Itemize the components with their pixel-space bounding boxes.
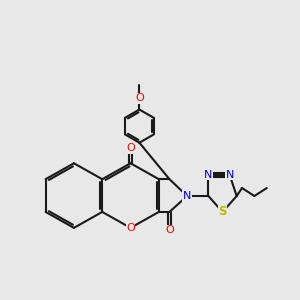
Text: N: N: [183, 191, 191, 201]
Text: O: O: [126, 223, 135, 233]
Text: N: N: [204, 170, 213, 180]
Text: S: S: [218, 206, 227, 218]
Text: N: N: [225, 170, 234, 180]
Text: O: O: [165, 226, 174, 236]
Text: O: O: [126, 143, 135, 153]
Text: O: O: [135, 93, 144, 103]
